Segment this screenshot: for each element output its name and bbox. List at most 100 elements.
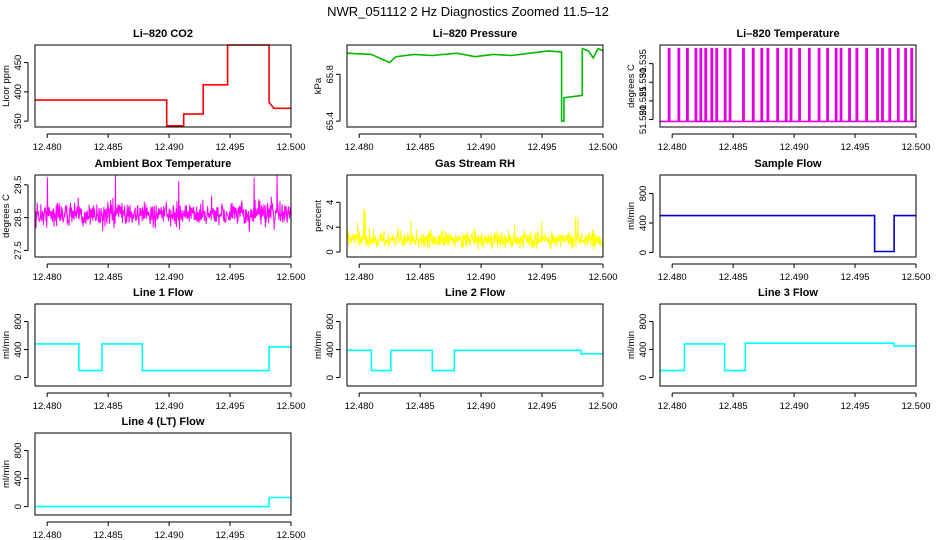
x-tick-label: 12.490 xyxy=(155,530,184,540)
y-axis-label: ml/min xyxy=(626,331,637,359)
x-tick-label: 12.495 xyxy=(841,272,870,283)
x-tick-label: 12.495 xyxy=(216,401,245,412)
y-tick-label: 51.525 xyxy=(638,86,649,115)
y-tick-label: 0 xyxy=(13,504,24,509)
x-tick-label: 12.485 xyxy=(719,272,748,283)
x-tick-label: 12.490 xyxy=(155,142,184,153)
y-tick-label: 400 xyxy=(13,471,24,487)
y-tick-label: 800 xyxy=(638,314,649,330)
plot-frame xyxy=(659,174,917,258)
x-tick-label: 12.485 xyxy=(94,530,123,540)
x-tick-label: 12.485 xyxy=(406,272,435,283)
x-tick-label: 12.495 xyxy=(528,142,557,153)
panel-grid: Li–820 CO2 12.480 12.485 12.490 12.495 12.500… xyxy=(1,28,931,540)
data-series-line xyxy=(34,174,292,232)
panel-title: Gas Stream RH xyxy=(435,158,515,170)
panel-title: Line 3 Flow xyxy=(758,287,818,299)
chart-panel: Sample Flow 12.480 12.485 12.490 12.495 12.50… xyxy=(626,158,931,283)
plot-frame xyxy=(34,432,292,516)
x-tick-label: 12.480 xyxy=(33,142,62,153)
x-tick-label: 12.500 xyxy=(901,401,930,412)
y-tick-label: 400 xyxy=(13,84,24,100)
y-tick-label: 800 xyxy=(13,314,24,330)
chart-panel: Line 4 (LT) Flow 12.480 12.485 12.490 12.495… xyxy=(1,416,306,540)
panel-title: Li–820 CO2 xyxy=(133,28,193,40)
y-axis-label: ml/min xyxy=(313,331,324,359)
y-tick-label: 27.5 xyxy=(13,241,24,260)
y-axis-label: ml/min xyxy=(1,460,12,488)
y-tick-label: 0 xyxy=(325,249,336,254)
y-axis-label: Licor ppm xyxy=(1,65,12,107)
panel-title: Line 2 Flow xyxy=(445,287,505,299)
x-tick-label: 12.500 xyxy=(901,272,930,283)
chart-panel: Li–820 Pressure 12.480 12.485 12.490 12.495 1… xyxy=(313,28,618,153)
x-tick-label: 12.500 xyxy=(588,401,617,412)
y-axis-label: degrees C xyxy=(1,194,12,238)
x-tick-label: 12.480 xyxy=(345,401,374,412)
data-series-line xyxy=(660,47,916,123)
x-tick-label: 12.500 xyxy=(276,272,305,283)
y-tick-label: 2 xyxy=(325,225,336,230)
data-series-line xyxy=(660,214,916,253)
plot-frame xyxy=(346,174,604,258)
data-series-line xyxy=(35,343,291,372)
y-axis-label: percent xyxy=(313,200,324,232)
x-tick-label: 12.485 xyxy=(94,401,123,412)
y-tick-label: 400 xyxy=(638,215,649,231)
x-tick-label: 12.485 xyxy=(406,142,435,153)
y-tick-label: 0 xyxy=(638,250,649,255)
plot-frame xyxy=(659,44,917,128)
y-tick-label: 400 xyxy=(638,342,649,358)
x-tick-label: 12.500 xyxy=(276,142,305,153)
x-tick-label: 12.480 xyxy=(33,530,62,540)
data-series-line xyxy=(346,47,604,122)
y-tick-label: 28.5 xyxy=(13,208,24,227)
y-tick-label: 450 xyxy=(13,55,24,71)
x-tick-label: 12.490 xyxy=(467,142,496,153)
x-tick-label: 12.495 xyxy=(841,142,870,153)
chart-panel: Line 1 Flow 12.480 12.485 12.490 12.495 12.50… xyxy=(1,287,306,412)
x-tick-label: 12.485 xyxy=(719,401,748,412)
plot-frame xyxy=(346,303,604,387)
y-tick-label: 4 xyxy=(325,200,336,205)
x-tick-label: 12.500 xyxy=(588,272,617,283)
chart-panel: Li–820 CO2 12.480 12.485 12.490 12.495 12.500… xyxy=(1,28,306,153)
x-tick-label: 12.495 xyxy=(216,142,245,153)
y-tick-label: 51.520 xyxy=(638,105,649,134)
x-tick-label: 12.500 xyxy=(276,401,305,412)
x-tick-label: 12.495 xyxy=(528,272,557,283)
y-tick-label: 800 xyxy=(13,443,24,459)
x-tick-label: 12.480 xyxy=(658,401,687,412)
x-tick-label: 12.490 xyxy=(155,272,184,283)
y-tick-label: 0 xyxy=(325,375,336,380)
x-tick-label: 12.485 xyxy=(406,401,435,412)
panel-title: Li–820 Temperature xyxy=(736,28,839,40)
x-tick-label: 12.480 xyxy=(658,142,687,153)
plot-frame xyxy=(346,44,604,128)
x-tick-label: 12.485 xyxy=(719,142,748,153)
figure-title: NWR_051112 2 Hz Diagnostics Zoomed 11.5–… xyxy=(327,4,609,19)
data-series-line xyxy=(35,44,291,127)
y-tick-label: 51.530 xyxy=(638,68,649,97)
chart-panel: Li–820 Temperature 12.480 12.485 12.490 12.4… xyxy=(626,28,931,153)
x-tick-label: 12.495 xyxy=(216,272,245,283)
plot-frame xyxy=(34,44,292,128)
x-tick-label: 12.500 xyxy=(276,530,305,540)
y-axis-label: ml/min xyxy=(1,331,12,359)
y-tick-label: 400 xyxy=(13,342,24,358)
y-tick-label: 800 xyxy=(638,186,649,202)
y-tick-label: 51.535 xyxy=(638,49,649,78)
x-tick-label: 12.495 xyxy=(216,530,245,540)
panel-title: Ambient Box Temperature xyxy=(95,158,232,170)
x-tick-label: 12.490 xyxy=(467,401,496,412)
y-axis-label: degrees C xyxy=(626,64,637,108)
y-tick-label: 65.8 xyxy=(325,65,336,84)
y-axis-label: kPa xyxy=(313,77,324,94)
x-tick-label: 12.485 xyxy=(94,272,123,283)
x-tick-label: 12.495 xyxy=(841,401,870,412)
data-series-line xyxy=(347,349,603,372)
data-series-line xyxy=(35,496,291,508)
x-tick-label: 12.500 xyxy=(588,142,617,153)
x-tick-label: 12.480 xyxy=(345,272,374,283)
